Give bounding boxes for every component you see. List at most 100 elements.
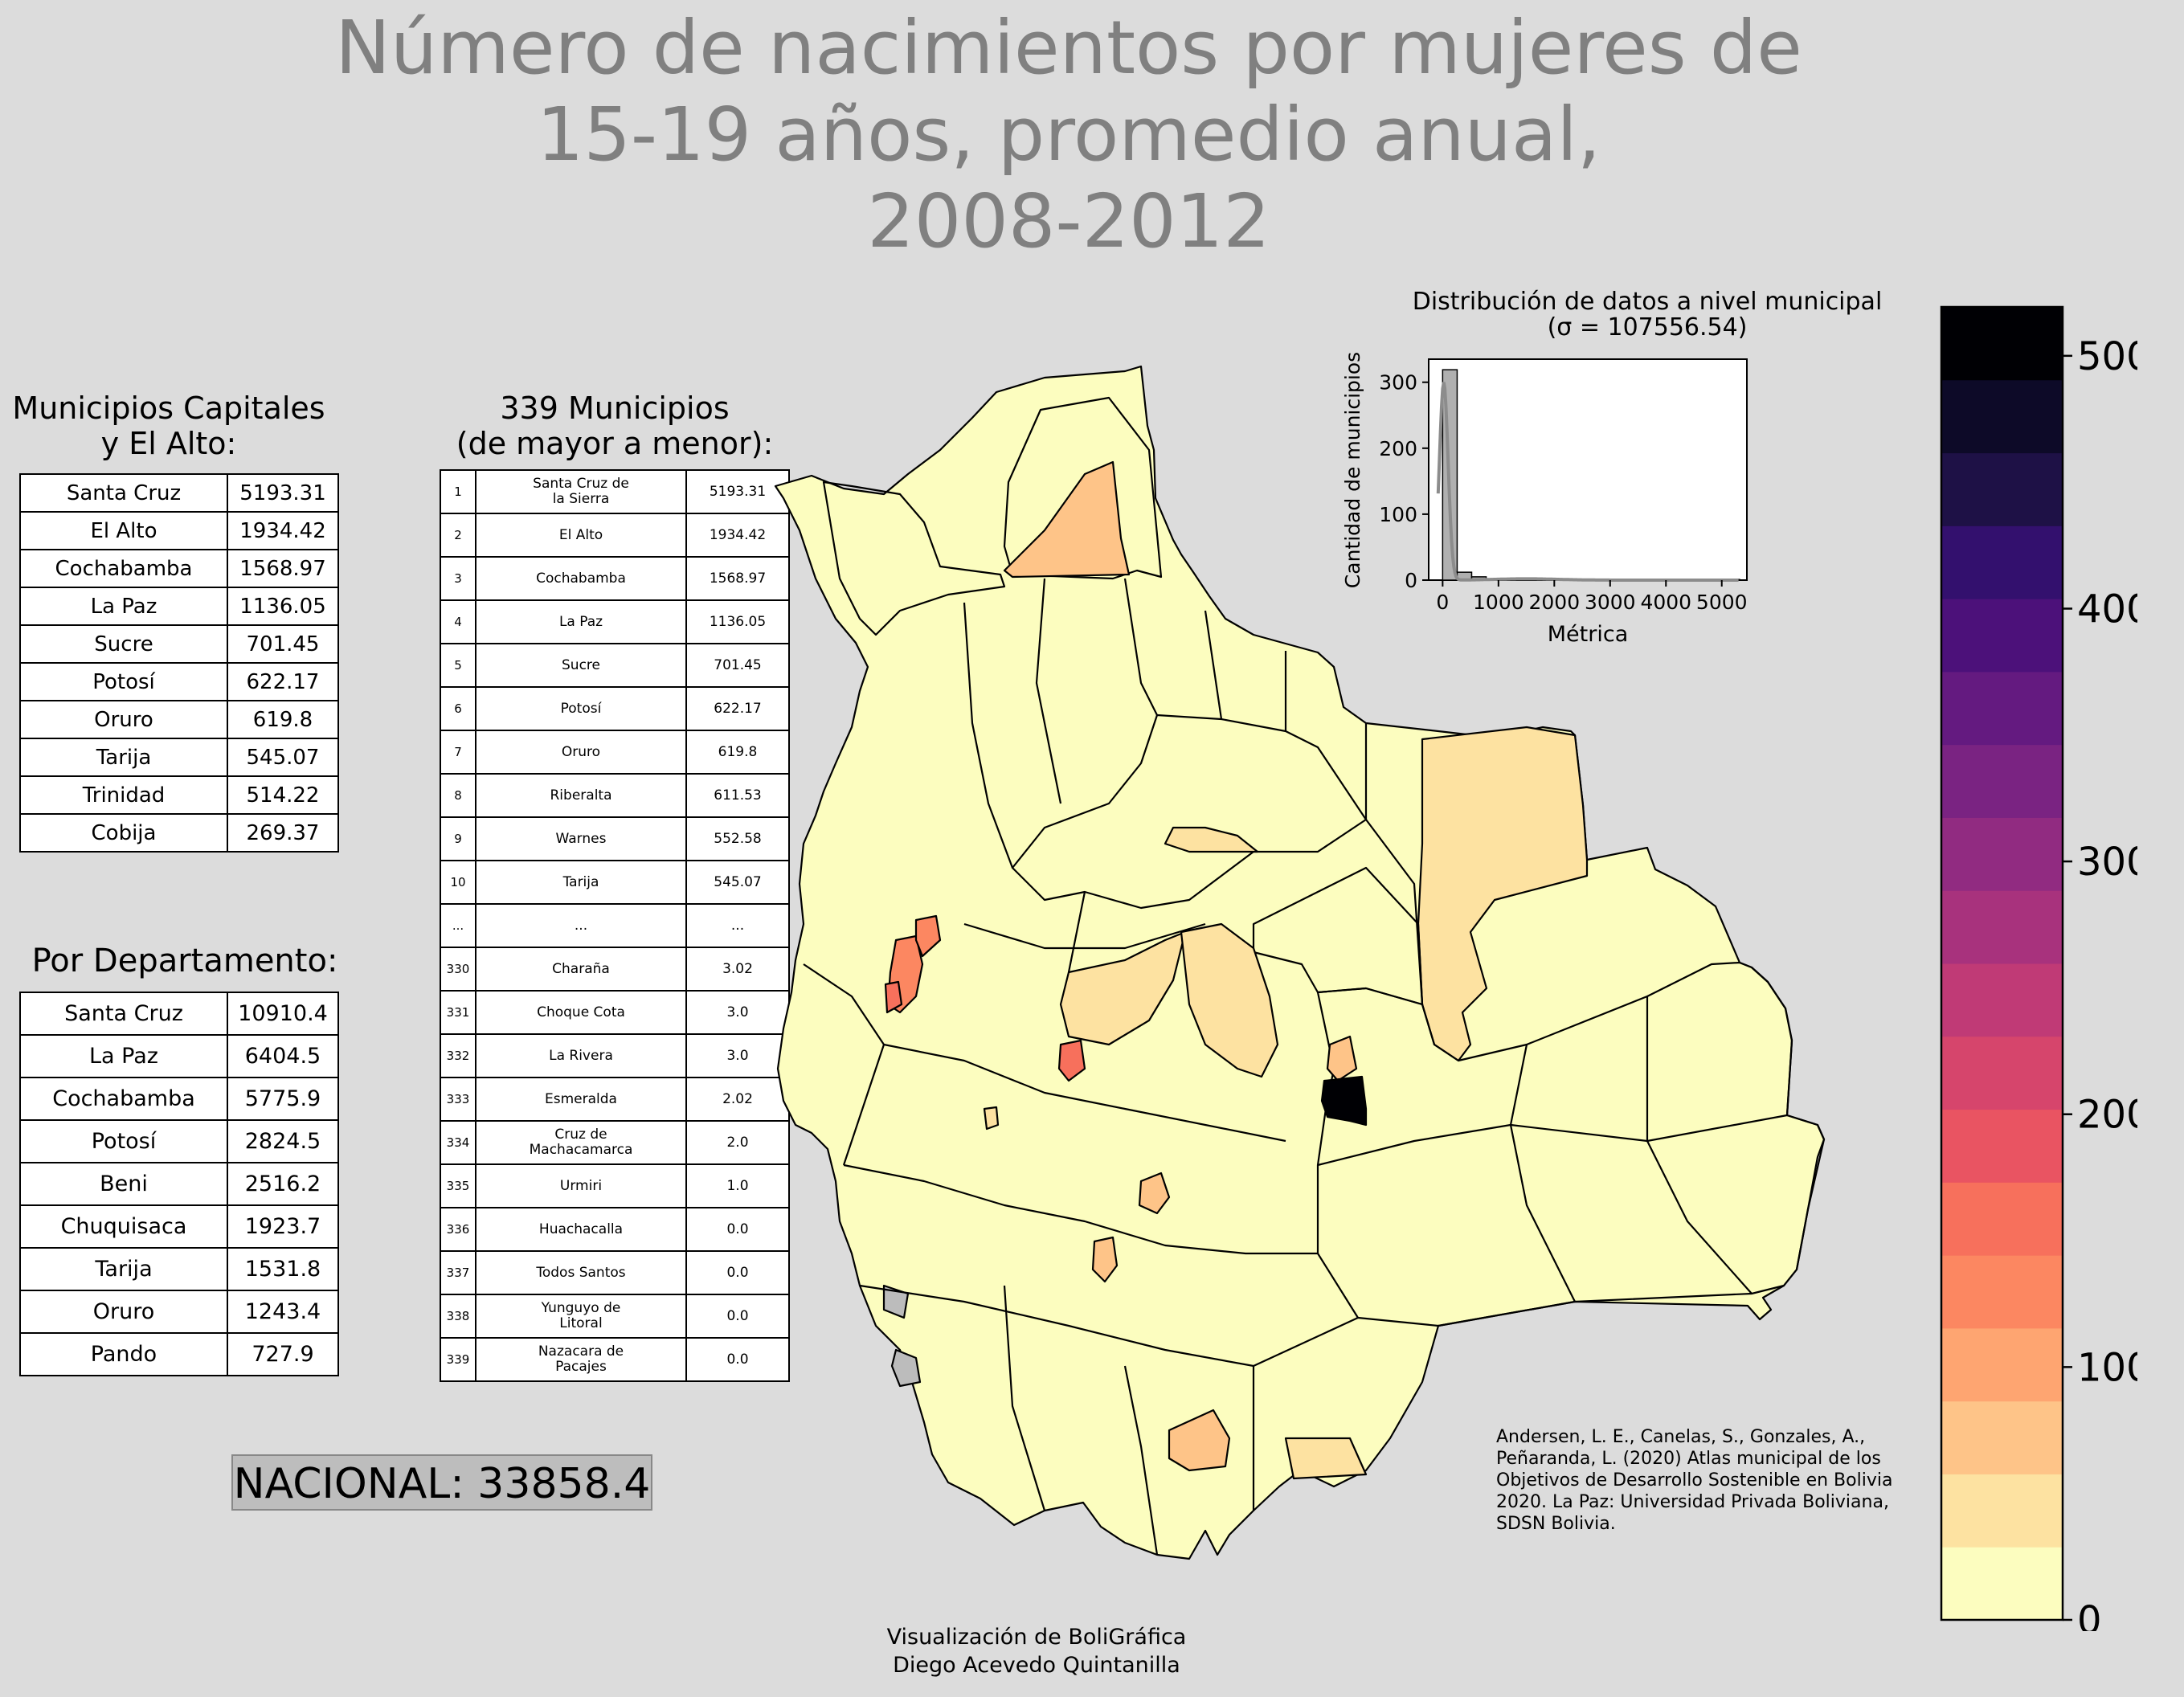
municipality-name-cell: Cruz de Machacamarca bbox=[475, 1120, 687, 1165]
capital-name-cell: Trinidad bbox=[19, 775, 228, 815]
municipality-row: 8 Riberalta 611.53 bbox=[440, 773, 790, 818]
municipality-row: 331 Choque Cota 3.0 bbox=[440, 990, 790, 1035]
municipality-name-cell: Sucre bbox=[475, 643, 687, 688]
capital-value-cell: 269.37 bbox=[227, 813, 339, 853]
municipality-rank-cell: 334 bbox=[440, 1120, 476, 1165]
histogram-x-tick-label: 3000 bbox=[1585, 591, 1636, 614]
municipality-value-cell: 619.8 bbox=[685, 730, 790, 775]
bolivia-map bbox=[774, 365, 1826, 1560]
municipality-value-cell: 611.53 bbox=[685, 773, 790, 818]
map-region-beni-center bbox=[1011, 714, 1368, 910]
department-row: Oruro 1243.4 bbox=[19, 1290, 339, 1334]
municipality-row: 2 El Alto 1934.42 bbox=[440, 513, 790, 558]
capital-value-cell: 1568.97 bbox=[227, 549, 339, 588]
page-title: Número de nacimientos por mujeres de 15-… bbox=[0, 5, 2137, 265]
department-value-cell: 727.9 bbox=[227, 1332, 339, 1376]
departments-table: Santa Cruz 10910.4 La Paz 6404.5 Cochabamba 5… bbox=[19, 992, 339, 1376]
municipality-row: 5 Sucre 701.45 bbox=[440, 643, 790, 688]
histogram-y-tick-label: 300 bbox=[1379, 371, 1417, 395]
map-internal-boundary-5 bbox=[963, 602, 1014, 869]
municipality-name-cell: Santa Cruz de la Sierra bbox=[475, 469, 687, 514]
department-value-cell: 5775.9 bbox=[227, 1077, 339, 1121]
department-value-cell: 2824.5 bbox=[227, 1119, 339, 1163]
department-name-cell: Santa Cruz bbox=[19, 992, 228, 1036]
capitals-heading: Municipios Capitales y El Alto: bbox=[8, 391, 329, 461]
department-name-cell: Pando bbox=[19, 1332, 228, 1376]
map-region-west-core bbox=[884, 980, 903, 1014]
map-internal-boundary-17 bbox=[1123, 1365, 1159, 1556]
municipality-name-cell: Potosí bbox=[475, 686, 687, 731]
department-value-cell: 10910.4 bbox=[227, 992, 339, 1036]
municipality-rank-cell: 338 bbox=[440, 1294, 476, 1339]
colorbar: 0 1000 2000 3000 4000 5000 bbox=[1940, 305, 2137, 1631]
credits-line-1: Visualización de BoliGráfica bbox=[886, 1625, 1187, 1650]
map-internal-boundary-11 bbox=[1509, 1044, 1576, 1302]
map-region-cobija bbox=[1003, 460, 1131, 579]
colorbar-swatch bbox=[1941, 817, 2063, 891]
municipality-rank-cell: ... bbox=[440, 903, 476, 948]
municipality-rank-cell: 4 bbox=[440, 599, 476, 644]
municipality-value-cell: 0.0 bbox=[685, 1337, 790, 1382]
map-region-beni-south bbox=[1059, 930, 1187, 1046]
histogram-title-line-1: Distribución de datos a nivel municipal bbox=[1412, 288, 1883, 316]
municipality-value-cell: 1.0 bbox=[685, 1163, 790, 1208]
municipality-row: 7 Oruro 619.8 bbox=[440, 730, 790, 775]
municipality-value-cell: 0.0 bbox=[685, 1250, 790, 1295]
municipality-row: 3 Cochabamba 1568.97 bbox=[440, 556, 790, 601]
map-internal-boundary-2 bbox=[883, 1043, 1286, 1143]
capital-row: Potosí 622.17 bbox=[19, 662, 339, 701]
colorbar-ticks: 0 1000 2000 3000 4000 5000 bbox=[2063, 334, 2137, 1631]
capital-row: Cochabamba 1568.97 bbox=[19, 549, 339, 588]
colorbar-swatch bbox=[1941, 452, 2063, 526]
municipality-row: ......... bbox=[440, 903, 790, 948]
map-region-east-santa-cruz bbox=[1316, 961, 1826, 1327]
colorbar-tick-label: 2000 bbox=[2077, 1093, 2137, 1138]
municipality-row: 9 Warnes 552.58 bbox=[440, 816, 790, 861]
department-name-cell: Beni bbox=[19, 1162, 228, 1206]
municipality-rank-cell: 5 bbox=[440, 643, 476, 688]
capital-value-cell: 701.45 bbox=[227, 624, 339, 664]
municipality-name-cell: El Alto bbox=[475, 513, 687, 558]
colorbar-swatch bbox=[1941, 1182, 2063, 1256]
departments-heading: Por Departamento: bbox=[31, 943, 338, 979]
histogram-x-tick-label: 4000 bbox=[1640, 591, 1691, 614]
department-name-cell: Cochabamba bbox=[19, 1077, 228, 1121]
municipality-value-cell: 0.0 bbox=[685, 1207, 790, 1252]
municipality-name-cell: Todos Santos bbox=[475, 1250, 687, 1295]
municipality-value-cell: 0.0 bbox=[685, 1294, 790, 1339]
department-value-cell: 1531.8 bbox=[227, 1247, 339, 1291]
colorbar-tick-label: 0 bbox=[2077, 1598, 2102, 1631]
municipality-name-cell: Charaña bbox=[475, 947, 687, 992]
histogram-y-ticks: 0 100 200 300 bbox=[1379, 371, 1429, 592]
municipality-rank-cell: 10 bbox=[440, 860, 476, 905]
colorbar-swatches bbox=[1941, 307, 2063, 1621]
department-row: Tarija 1531.8 bbox=[19, 1247, 339, 1291]
histogram-chart: 0 1000 2000 3000 4000 5000 0 100 200 300 Métrica… bbox=[1341, 352, 1748, 647]
capital-value-cell: 622.17 bbox=[227, 662, 339, 701]
municipality-rank-cell: 6 bbox=[440, 686, 476, 731]
colorbar-swatch bbox=[1941, 379, 2063, 454]
municipality-row: 339 Nazacara de Pacajes 0.0 bbox=[440, 1337, 790, 1382]
capital-row: Tarija 545.07 bbox=[19, 738, 339, 777]
map-internal-boundary-13 bbox=[1646, 996, 1753, 1294]
colorbar-tick-label: 5000 bbox=[2077, 334, 2137, 379]
map-region-santa-cruz-city bbox=[1320, 1075, 1368, 1127]
histogram-x-tick-label: 0 bbox=[1436, 591, 1449, 614]
colorbar-frame bbox=[1940, 305, 2064, 1621]
histogram-y-label: Cantidad de municipios bbox=[1341, 352, 1364, 588]
department-value-cell: 1243.4 bbox=[227, 1290, 339, 1334]
municipality-rank-cell: 336 bbox=[440, 1207, 476, 1252]
histogram-x-tick-label: 1000 bbox=[1473, 591, 1524, 614]
capital-row: Sucre 701.45 bbox=[19, 624, 339, 664]
map-region-chapare bbox=[1180, 922, 1279, 1078]
municipality-name-cell: Yunguyo de Litoral bbox=[475, 1294, 687, 1339]
municipality-value-cell: 701.45 bbox=[685, 643, 790, 688]
colorbar-swatch bbox=[1941, 963, 2063, 1037]
map-region-la-paz bbox=[914, 914, 942, 958]
histogram-y-tick-label: 0 bbox=[1405, 569, 1417, 592]
municipality-name-cell: ... bbox=[475, 903, 687, 948]
department-row: La Paz 6404.5 bbox=[19, 1034, 339, 1078]
municipality-rank-cell: 8 bbox=[440, 773, 476, 818]
municipality-value-cell: 1136.05 bbox=[685, 599, 790, 644]
map-internal-boundary-14 bbox=[1067, 891, 1086, 973]
